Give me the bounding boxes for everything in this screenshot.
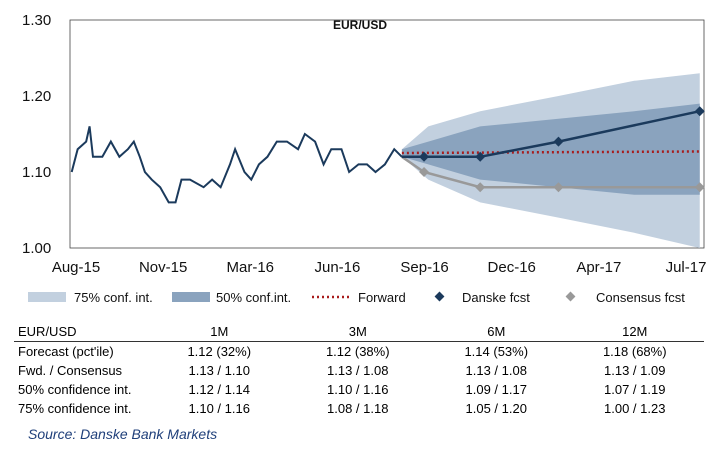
table-cell: 1.07 / 1.19: [604, 382, 666, 397]
legend-swatch-ci75: [28, 292, 66, 302]
table-header-row: EUR/USD 1M 3M 6M 12M: [14, 322, 704, 342]
x-tick-label: Aug-15: [52, 259, 100, 276]
y-tick-label: 1.30: [22, 12, 51, 29]
legend-swatch-consensus: [565, 291, 576, 302]
y-tick-label: 1.00: [22, 240, 51, 257]
table-cell: 1.14 (53%): [464, 344, 529, 359]
table-row-label: Forecast (pct'ile): [18, 344, 114, 359]
legend-swatch-ci50: [172, 292, 210, 302]
x-tick-label: Sep-16: [400, 259, 448, 276]
forecast-table: EUR/USD 1M 3M 6M 12M Forecast (pct'ile) …: [14, 322, 704, 418]
consensus-marker: [694, 182, 705, 193]
legend-swatch-danske: [434, 291, 445, 302]
table-row: 50% confidence int. 1.12 / 1.14 1.10 / 1…: [14, 380, 704, 399]
table-cell: 1.00 / 1.23: [604, 401, 666, 416]
legend-label-forward: Forward: [358, 290, 406, 305]
table-cell: 1.18 (68%): [602, 344, 667, 359]
consensus-marker: [553, 182, 564, 193]
table-row: Forecast (pct'ile) 1.12 (32%) 1.12 (38%)…: [14, 342, 704, 362]
table-header-cell: 3M: [288, 322, 427, 342]
table-row: 75% confidence int. 1.10 / 1.16 1.08 / 1…: [14, 399, 704, 418]
x-tick-label: Nov-15: [139, 259, 187, 276]
table-cell: 1.05 / 1.20: [465, 401, 527, 416]
table-cell: 1.10 / 1.16: [327, 382, 389, 397]
danske-marker: [419, 151, 430, 162]
table-header-cell: 12M: [565, 322, 704, 342]
table-header-cell: 6M: [427, 322, 566, 342]
consensus-marker: [419, 167, 430, 177]
table-cell: 1.09 / 1.17: [465, 382, 527, 397]
source-note: Source: Danske Bank Markets: [28, 426, 218, 442]
table-cell: 1.13 / 1.10: [188, 363, 250, 378]
danske-marker: [553, 136, 564, 147]
table-header-cell: EUR/USD: [14, 322, 150, 342]
chart-markers: [419, 106, 705, 193]
legend: 75% conf. int. 50% conf.int. Forward Dan…: [28, 290, 685, 305]
confidence-bands: [401, 73, 700, 248]
table-cell: 1.08 / 1.18: [327, 401, 389, 416]
table-cell: 1.12 (32%): [187, 344, 252, 359]
table-cell: 1.13 / 1.09: [604, 363, 666, 378]
x-tick-label: Dec-16: [488, 259, 536, 276]
danske-marker: [694, 106, 705, 117]
table-row-label: Fwd. / Consensus: [18, 363, 123, 378]
y-axis: 1.30 1.20 1.10 1.00: [22, 12, 51, 257]
plot-frame: [69, 19, 705, 249]
legend-label-danske: Danske fcst: [462, 290, 530, 305]
legend-label-consensus: Consensus fcst: [596, 290, 685, 305]
x-tick-label: Mar-16: [227, 259, 275, 276]
table-row: Fwd. / Consensus 1.13 / 1.10 1.13 / 1.08…: [14, 361, 704, 380]
consensus-marker: [475, 182, 486, 193]
table-cell: 1.13 / 1.08: [465, 363, 527, 378]
chart-title: EUR/USD: [333, 18, 387, 32]
x-tick-label: Jun-16: [314, 259, 360, 276]
y-tick-label: 1.10: [22, 164, 51, 181]
table-row-label: 50% confidence int.: [18, 382, 132, 397]
chart: 1.30 1.20 1.10 1.00 Aug-15 Nov-15 Mar-16 Jun-1…: [22, 12, 707, 305]
y-tick-label: 1.20: [22, 88, 51, 105]
x-tick-label: Apr-17: [576, 259, 621, 276]
history-line: [70, 126, 403, 204]
table-cell: 1.12 (38%): [325, 344, 390, 359]
legend-label-ci75: 75% conf. int.: [74, 290, 153, 305]
danske-marker: [475, 151, 486, 162]
table-cell: 1.10 / 1.16: [188, 401, 250, 416]
table-header-cell: 1M: [150, 322, 289, 342]
legend-label-ci50: 50% conf.int.: [216, 290, 291, 305]
x-tick-label: Jul-17: [666, 259, 707, 276]
table-row-label: 75% confidence int.: [18, 401, 132, 416]
table-cell: 1.13 / 1.08: [327, 363, 389, 378]
x-axis: Aug-15 Nov-15 Mar-16 Jun-16 Sep-16 Dec-16 Apr-…: [52, 259, 707, 276]
table-cell: 1.12 / 1.14: [188, 382, 250, 397]
